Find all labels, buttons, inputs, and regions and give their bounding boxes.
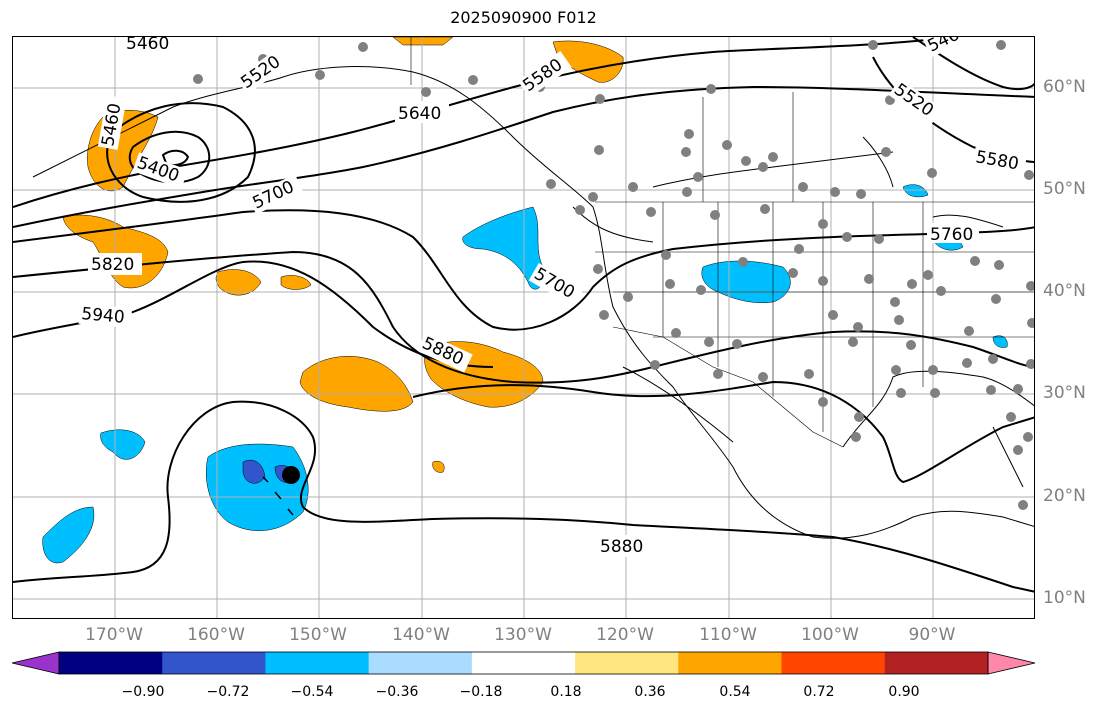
contour-label: 5700 <box>531 264 578 303</box>
lat-label: 20°N <box>1043 486 1086 506</box>
colorbar-segment <box>265 652 370 674</box>
colorbar-segment <box>575 652 679 674</box>
lat-label: 40°N <box>1043 281 1086 301</box>
coastlines <box>32 66 1034 539</box>
lon-label: 130°W <box>494 625 552 645</box>
station-markers <box>193 40 1034 510</box>
colorbar-segment <box>162 652 266 674</box>
lat-label: 60°N <box>1043 77 1086 97</box>
colorbar-tick: 0.18 <box>550 684 582 700</box>
contour-label: 5700 <box>250 177 298 213</box>
colorbar-segment <box>368 652 473 674</box>
colorbar-tick: −0.72 <box>206 684 250 700</box>
lat-label: 10°N <box>1043 588 1086 608</box>
contour-label: 5640 <box>398 104 441 124</box>
colorbar-tick: −0.54 <box>290 684 334 700</box>
lon-label: 90°W <box>908 625 956 645</box>
lat-label: 30°N <box>1043 383 1086 403</box>
lon-label: 150°W <box>289 625 347 645</box>
colorbar-tick: 0.90 <box>888 684 920 700</box>
contour-label: 5460 <box>925 37 973 57</box>
lon-label: 170°W <box>85 625 143 645</box>
colorbar-segment <box>781 652 886 674</box>
colorbar-tick: −0.18 <box>459 684 503 700</box>
colorbar-extend-high <box>987 651 1036 675</box>
contour-label: 5460 <box>126 37 169 54</box>
colorbar-tick: 0.54 <box>719 684 751 700</box>
lon-label: 110°W <box>699 625 757 645</box>
colorbar-segment <box>884 652 989 674</box>
colorbar-segment <box>59 652 163 674</box>
map-panel: 5460 5520 5580 5640 5400 5460 5700 5820 … <box>12 36 1035 619</box>
contour-label: 5820 <box>91 255 134 275</box>
colorbar-tick: −0.90 <box>121 684 165 700</box>
colorbar-segment <box>678 652 783 674</box>
colorbar-segments <box>11 651 1036 675</box>
contour-label: 5760 <box>930 225 973 245</box>
contour-label: 5580 <box>974 147 1020 174</box>
gridlines <box>13 37 1034 618</box>
colorbar-frame <box>58 651 989 675</box>
lon-label: 140°W <box>392 625 450 645</box>
contour-label: 5940 <box>81 304 126 328</box>
lat-label: 50°N <box>1043 179 1086 199</box>
colorbar <box>11 651 1036 675</box>
colorbar-extend-low <box>11 651 60 675</box>
colorbar-tick: −0.36 <box>375 684 419 700</box>
highlight-marker <box>282 466 300 484</box>
chart-title: 2025090900 F012 <box>450 8 597 27</box>
contour-label: 5880 <box>600 537 643 557</box>
lon-label: 160°W <box>187 625 245 645</box>
colorbar-tick: 0.72 <box>803 684 835 700</box>
colorbar-segment <box>471 652 576 674</box>
map-canvas: 5460 5520 5580 5640 5400 5460 5700 5820 … <box>13 37 1034 618</box>
lon-label: 100°W <box>801 625 859 645</box>
colorbar-tick: 0.36 <box>634 684 666 700</box>
lon-label: 120°W <box>596 625 654 645</box>
